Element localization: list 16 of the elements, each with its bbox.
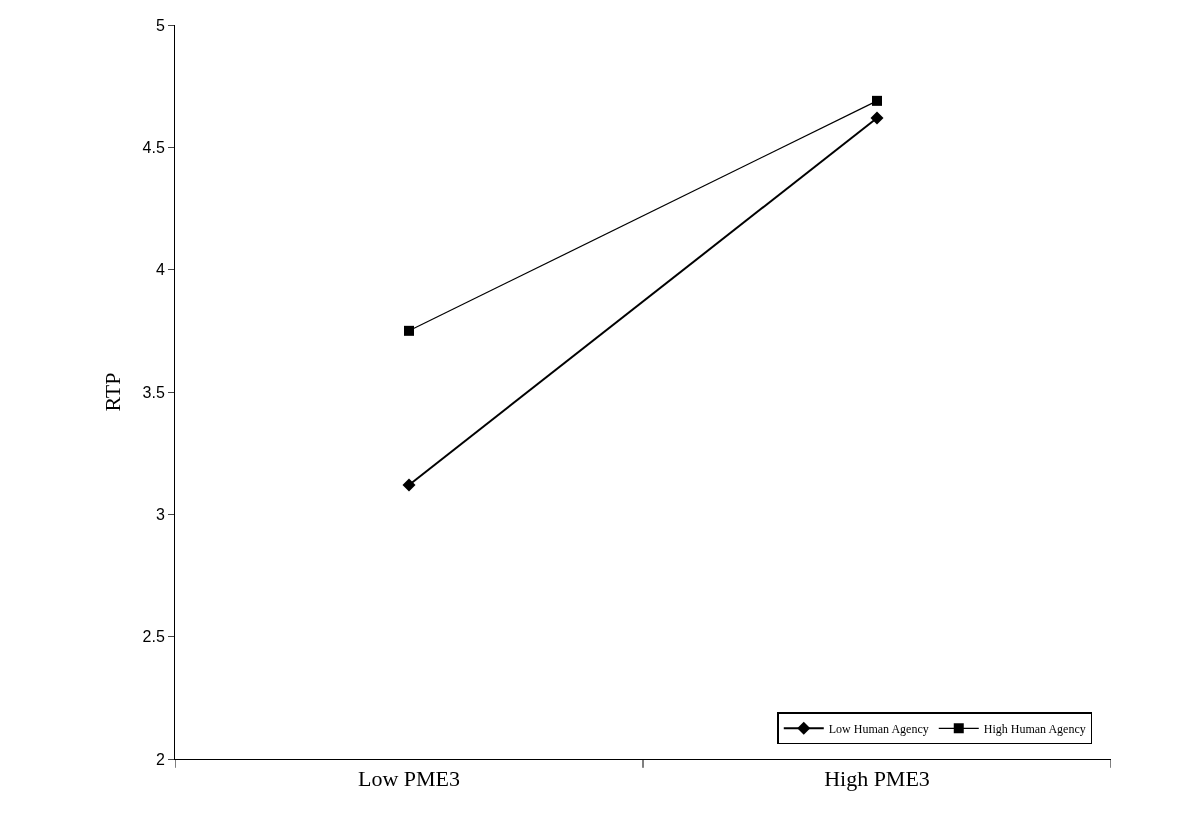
y-tick-label: 4.5 [142,138,165,156]
legend-label: Low Human Agency [828,722,929,736]
point [404,325,414,336]
point [402,478,416,492]
y-tick-label: 5 [155,16,165,34]
x-tick-label: Low PME3 [357,766,461,792]
y-axis-title: RTP [100,372,126,412]
legend-label: High Human Agency [983,722,1086,736]
point [872,95,882,106]
y-tick-label: 2.5 [142,628,165,646]
y-tick-label: 2 [155,750,165,768]
y-tick-label: 3 [155,505,165,523]
point [870,111,884,125]
x-tick-label: High PME3 [824,766,930,792]
y-tick-label: 3.5 [142,383,165,401]
y-tick-label: 4 [155,261,165,279]
